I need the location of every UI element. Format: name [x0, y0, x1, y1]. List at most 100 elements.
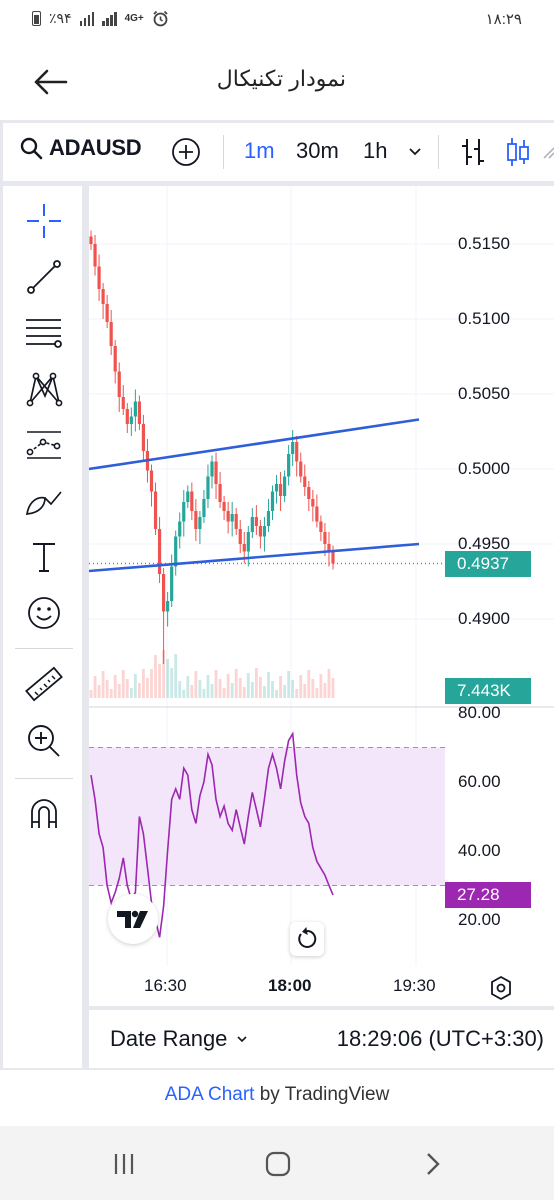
trend-line-tool[interactable]: [23, 256, 65, 298]
bar-style-button[interactable]: [458, 135, 488, 169]
volume-bar: [142, 669, 145, 698]
brush-tool[interactable]: [23, 480, 65, 522]
trend-lines[interactable]: [89, 418, 420, 573]
forecast-tool[interactable]: [23, 424, 65, 466]
volume-bar: [125, 679, 129, 698]
interval-1h[interactable]: 1h: [363, 138, 388, 163]
rsi-tick: 40.00: [458, 841, 501, 860]
candle-body: [194, 511, 198, 529]
price-tick: 0.5150: [458, 234, 510, 253]
volume-bar: [138, 683, 141, 698]
magnet-tool[interactable]: [23, 794, 65, 836]
emoji-tool[interactable]: [23, 592, 65, 634]
reset-icon: [298, 927, 317, 948]
time-tick: 16:30: [144, 976, 187, 995]
chart-settings-button[interactable]: [488, 975, 514, 1001]
trend-line-icon: [27, 260, 61, 294]
candle-body: [299, 461, 303, 477]
volume-badge: 7.443K: [445, 678, 531, 704]
ruler-tool[interactable]: [23, 664, 65, 706]
magnet-icon: [31, 799, 57, 828]
compare-symbol-button[interactable]: [171, 137, 201, 167]
home-button[interactable]: [262, 1148, 294, 1180]
volume-bar: [186, 676, 190, 698]
battery-percent: ٪۹۴: [49, 10, 72, 26]
price-chart[interactable]: [89, 186, 554, 1006]
attribution: ADA Chart by TradingView: [0, 1084, 554, 1106]
volume-bar: [194, 671, 198, 698]
chart-clock[interactable]: 18:29:06 (UTC+3:30): [336, 1026, 544, 1051]
candle-body: [125, 409, 129, 424]
zoom-in-icon: [28, 725, 60, 757]
tradingview-logo[interactable]: [108, 894, 158, 944]
candle-body: [129, 416, 133, 424]
candle-body: [270, 491, 275, 511]
date-range-button[interactable]: Date Range: [110, 1026, 249, 1052]
candle-style-button[interactable]: [503, 135, 533, 169]
alarm-icon: [153, 10, 168, 27]
attribution-text: by TradingView: [254, 1084, 390, 1105]
volume-bar: [279, 676, 282, 698]
candle-body: [315, 506, 319, 522]
chevron-right-icon: [427, 1153, 440, 1175]
chevron-down-icon: [409, 148, 421, 156]
volume-bar: [133, 674, 137, 698]
fib-lines-tool[interactable]: [23, 312, 65, 354]
last-price-badge: 0.4937: [445, 551, 531, 577]
interval-30m[interactable]: 30m: [296, 138, 339, 163]
time-tick: 19:30: [393, 976, 436, 995]
recent-apps-button[interactable]: [108, 1148, 140, 1180]
back-button[interactable]: [28, 60, 72, 104]
volume-bar: [178, 681, 182, 698]
fib-lines-icon: [26, 319, 62, 348]
candle-body: [137, 401, 141, 424]
recent-apps-icon: [114, 1154, 134, 1174]
volume-bar: [271, 681, 274, 698]
chart-canvas[interactable]: 0.5150 0.5100 0.5050 0.5000 0.4950 0.490…: [89, 186, 554, 1006]
text-tool[interactable]: [23, 536, 65, 578]
volume-bar: [158, 664, 161, 698]
volume-bar: [275, 690, 278, 698]
battery-icon: [32, 11, 41, 26]
symbol-search-button[interactable]: ADAUSD: [19, 135, 142, 161]
pattern-tool[interactable]: [23, 368, 65, 410]
volume-bar: [327, 669, 331, 698]
volume-bar: [150, 669, 153, 698]
candle-body: [105, 304, 109, 322]
zoom-in-tool[interactable]: [23, 720, 65, 762]
volume-bar: [283, 685, 286, 698]
candle-body: [141, 424, 146, 451]
candle-body: [331, 551, 335, 564]
volume-bar: [162, 650, 165, 698]
volume-bar: [319, 674, 323, 698]
volume-bar: [166, 659, 170, 698]
back-nav-button[interactable]: [416, 1148, 448, 1180]
rsi-band: [89, 747, 445, 886]
candle-body: [266, 511, 271, 526]
drawing-toolbar: [3, 186, 82, 1068]
ada-chart-link[interactable]: ADA Chart: [164, 1084, 255, 1105]
chart-toolbar: ADAUSD 1m 30m 1h: [3, 123, 554, 181]
volume-bar: [101, 671, 105, 698]
interval-dropdown[interactable]: [405, 141, 425, 161]
candle-body: [133, 401, 137, 417]
volume-bar: [146, 678, 149, 698]
volume-bar: [190, 685, 194, 698]
candle-body: [303, 476, 307, 487]
interval-1m[interactable]: 1m: [244, 138, 275, 163]
volume-bar: [109, 689, 113, 698]
ruler-icon: [25, 666, 63, 702]
more-tools-icon[interactable]: [541, 145, 554, 159]
tradingview-logo-icon: [117, 910, 148, 928]
candle-body: [323, 532, 327, 544]
candle-body: [214, 461, 218, 484]
volume-bar: [295, 689, 299, 698]
reset-chart-button[interactable]: [290, 922, 324, 956]
volume-bar: [121, 670, 125, 698]
candle-body: [190, 491, 194, 511]
crosshair-tool[interactable]: [23, 200, 65, 242]
price-tick: 0.4900: [458, 609, 510, 628]
volume-bar: [263, 686, 266, 698]
candle-body: [238, 529, 242, 544]
volume-bar: [117, 684, 121, 698]
